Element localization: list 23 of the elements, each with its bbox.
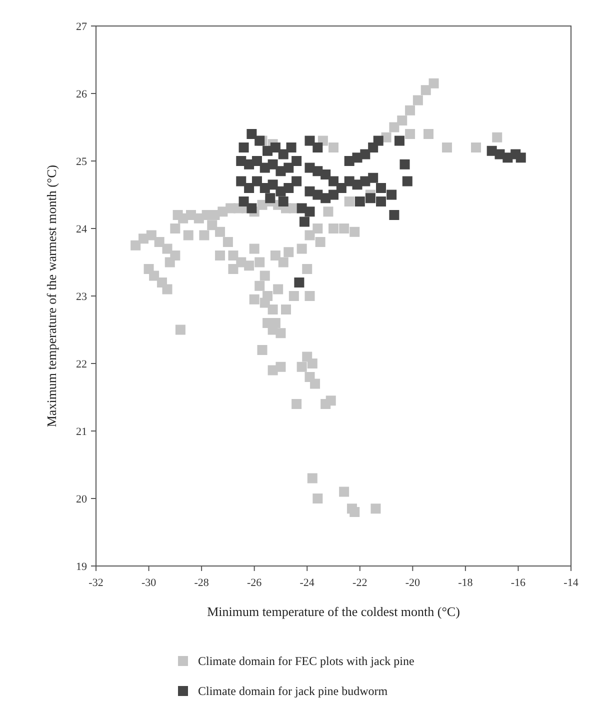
x-tick-label: -18: [458, 577, 474, 589]
y-tick-label: 25: [76, 156, 88, 168]
x-tick-label: -24: [300, 577, 315, 589]
x-tick-label: -14: [564, 577, 579, 589]
x-tick-label: -28: [194, 577, 210, 589]
x-tick-label: -32: [88, 577, 104, 589]
legend-label: Climate domain for jack pine budworm: [198, 684, 388, 698]
x-tick-label: -20: [405, 577, 420, 589]
x-tick-label: -22: [352, 577, 368, 589]
x-tick-label: -16: [510, 577, 526, 589]
y-tick-label: 20: [76, 494, 88, 506]
y-tick-label: 23: [76, 291, 88, 303]
y-tick-label: 22: [76, 358, 87, 370]
y-tick-label: 21: [76, 426, 87, 438]
y-tick-label: 24: [76, 224, 88, 236]
y-tick-label: 27: [76, 21, 88, 33]
x-axis-title: Minimum temperature of the coldest month (°C): [207, 604, 460, 619]
x-tick-label: -26: [246, 577, 262, 589]
y-tick-label: 26: [76, 88, 88, 100]
legend-label: Climate domain for FEC plots with jack pine: [198, 654, 414, 668]
y-axis-title: Maximum temperature of the warmest month (°C): [44, 164, 59, 428]
x-tick-label: -30: [141, 577, 157, 589]
y-tick-label: 19: [76, 561, 88, 573]
